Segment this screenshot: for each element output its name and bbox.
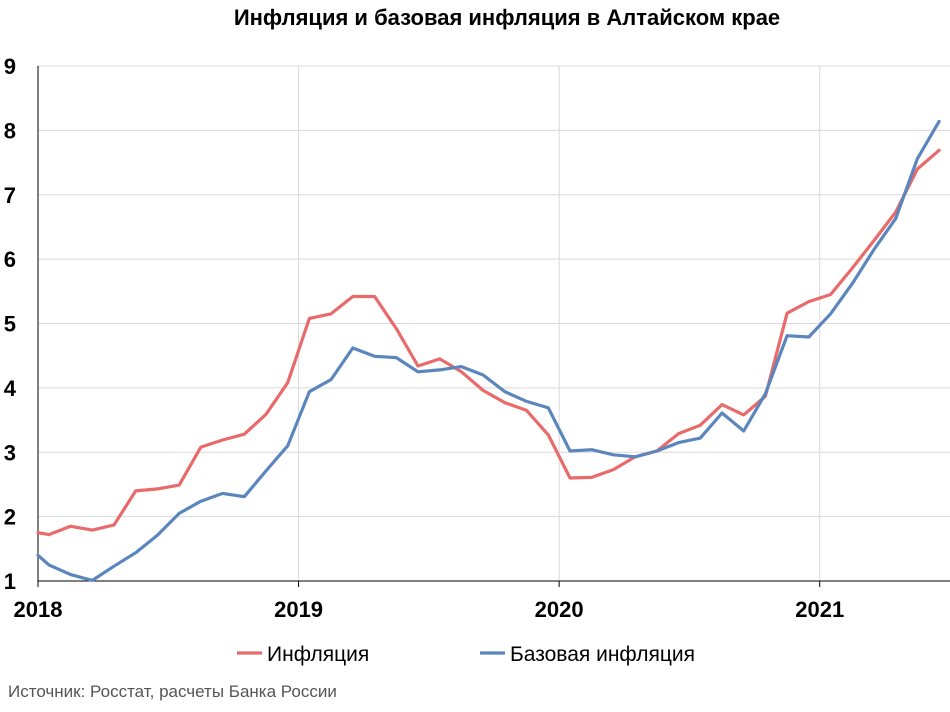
series-layer [36, 119, 941, 583]
chart-title: Инфляция и базовая инфляция в Алтайском … [234, 5, 780, 30]
source-note: Источник: Росстат, расчеты Банка России [8, 682, 337, 701]
y-tick-label: 1 [4, 569, 16, 594]
series-line-1 [36, 119, 941, 583]
y-tick-label: 9 [4, 54, 16, 79]
y-tick-label: 6 [4, 247, 16, 272]
y-tick-label: 8 [4, 118, 16, 143]
series-line-0 [36, 148, 941, 537]
axes: 1 2 3 4 5 6 7 8 9 2018 2019 2020 2021 [4, 54, 950, 622]
x-tick-label: 2018 [14, 597, 63, 622]
legend: Инфляция Базовая инфляция [237, 643, 695, 666]
legend-label: Базовая инфляция [510, 643, 695, 666]
y-tick-label: 5 [4, 312, 16, 337]
x-tick-label: 2020 [535, 597, 584, 622]
y-tick-label: 4 [4, 376, 17, 401]
y-tick-label: 2 [4, 505, 16, 530]
x-tick-label: 2021 [795, 597, 844, 622]
y-tick-label: 7 [4, 183, 16, 208]
legend-label: Инфляция [267, 643, 369, 666]
x-tick-label: 2019 [274, 597, 323, 622]
grid [38, 65, 950, 581]
y-tick-label: 3 [4, 440, 16, 465]
